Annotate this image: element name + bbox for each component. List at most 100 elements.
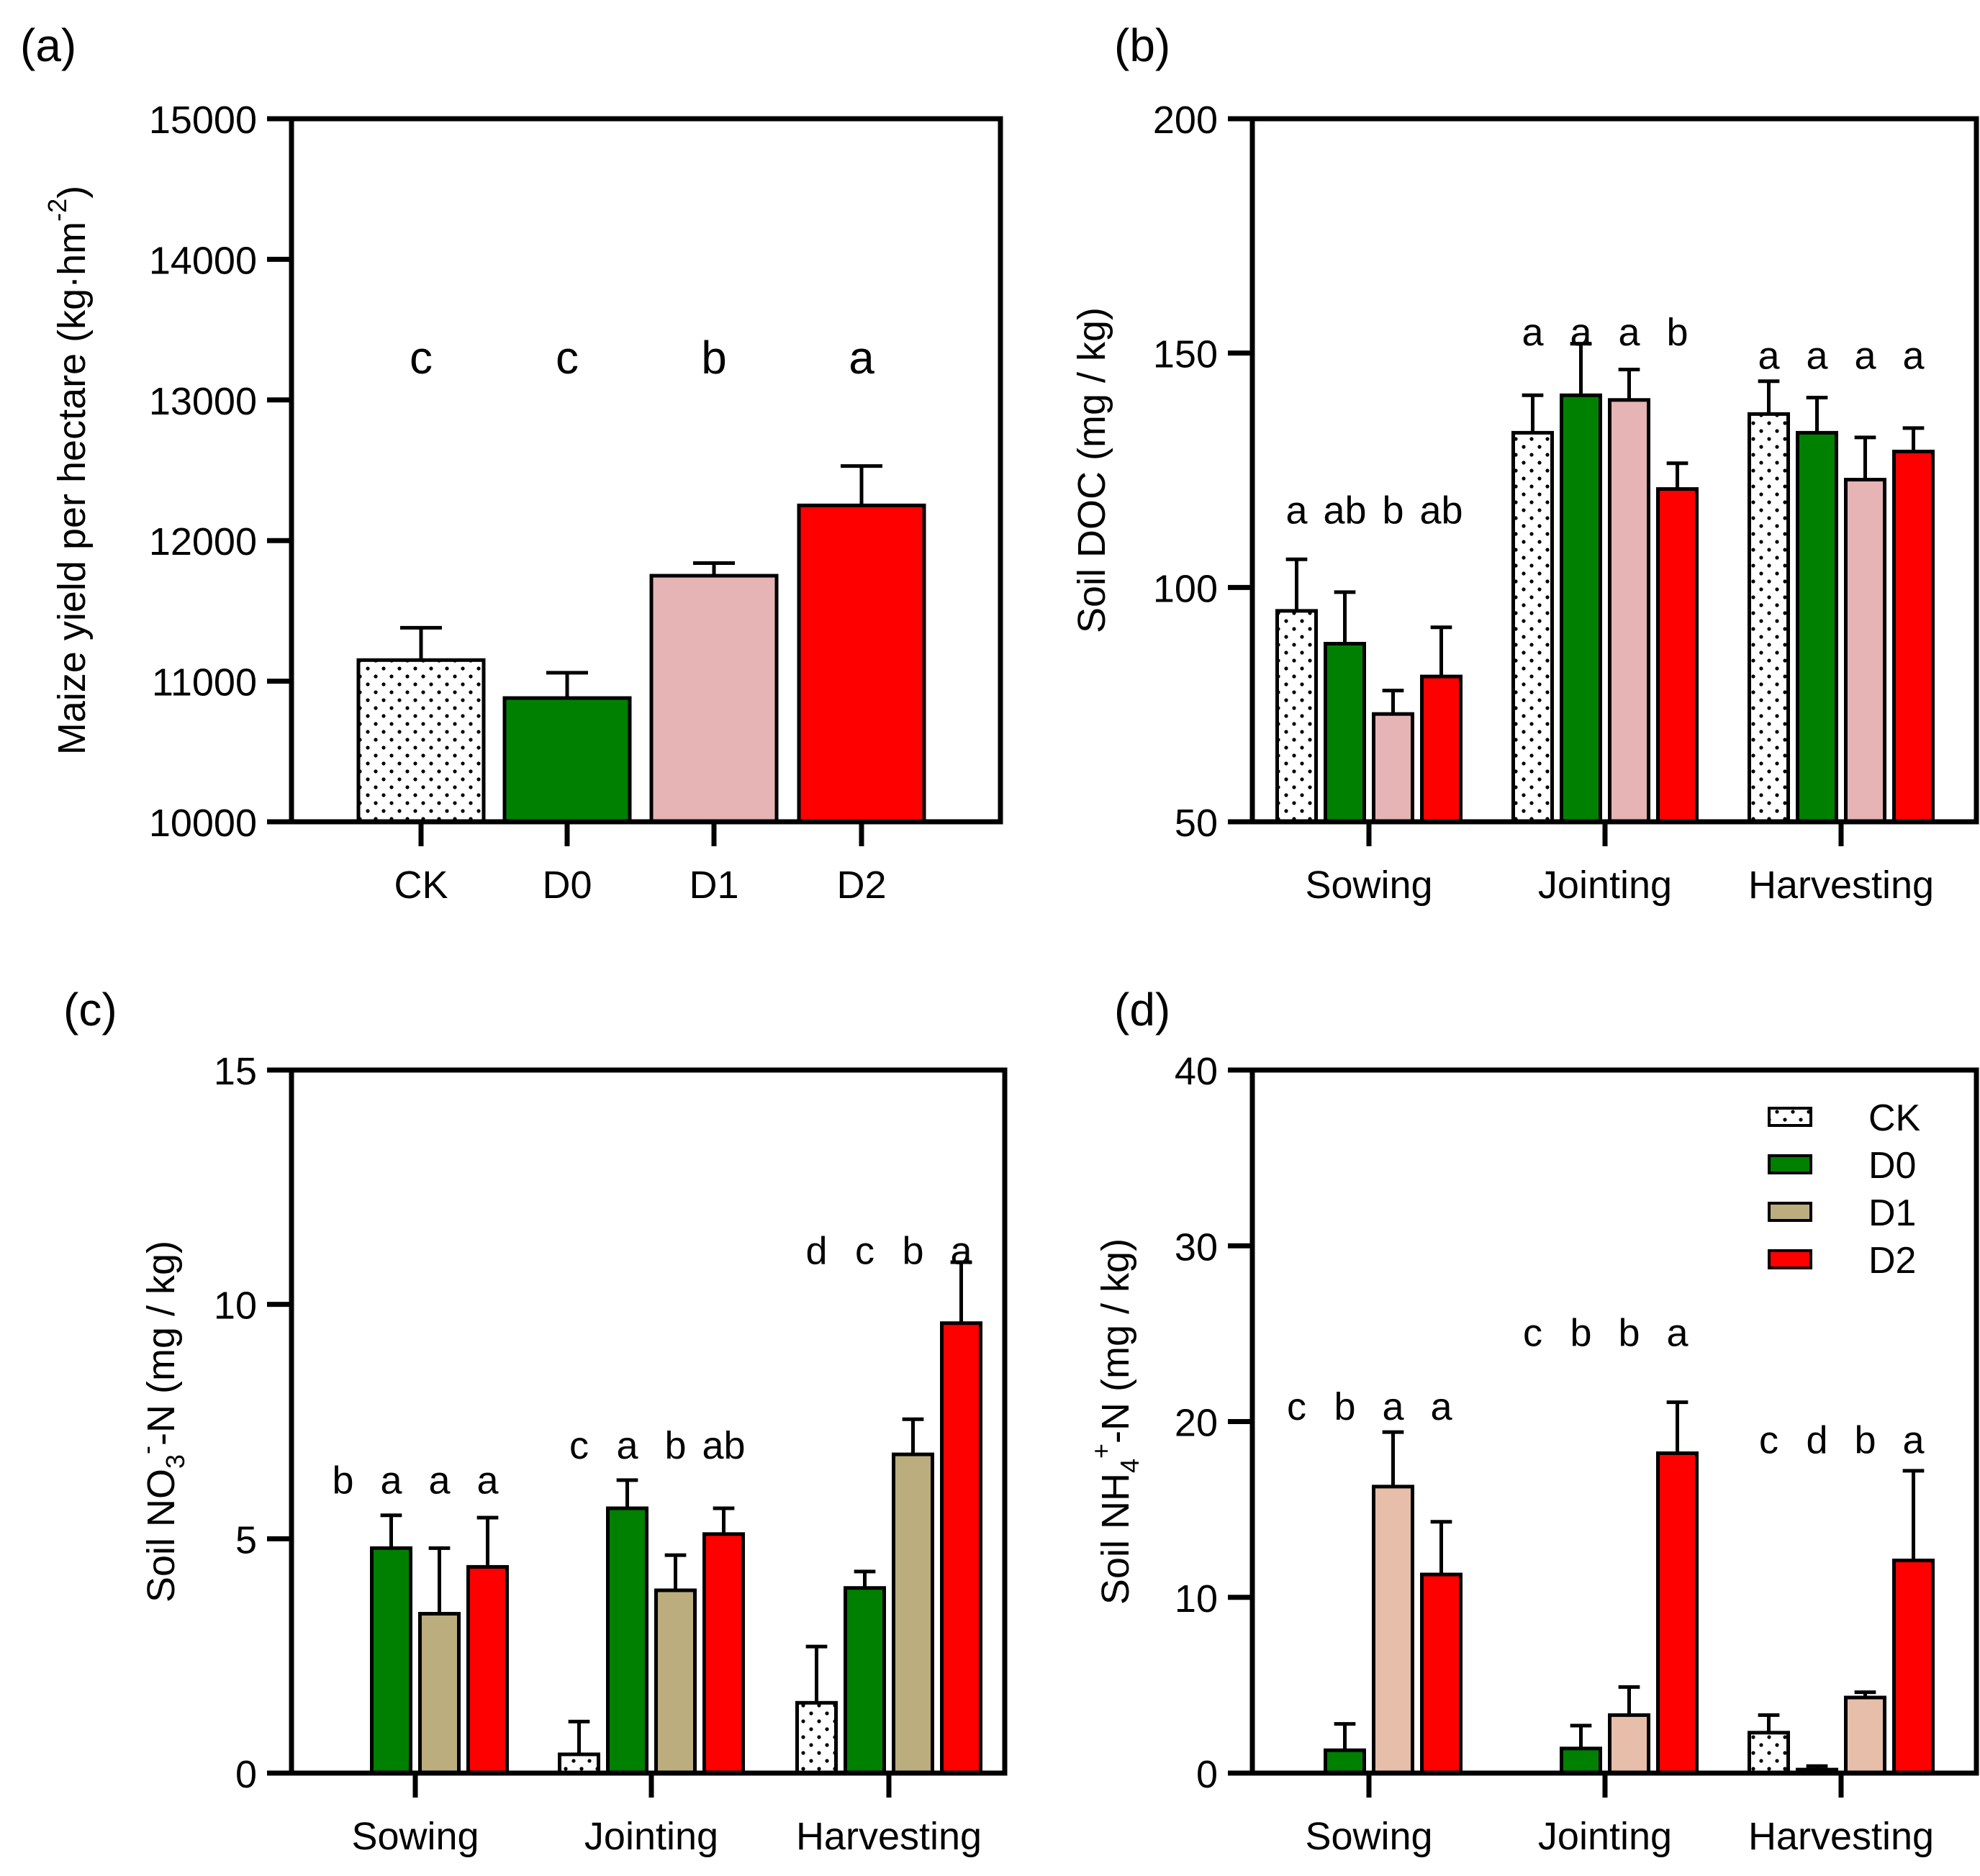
x-tick-label: Sowing xyxy=(1305,1815,1432,1858)
bar-d0 xyxy=(1324,1748,1366,1775)
significance-letter: a xyxy=(1522,311,1544,354)
panel-label: (d) xyxy=(1114,984,1170,1036)
bar-ck xyxy=(1511,430,1554,824)
significance-letter: b xyxy=(1618,1311,1640,1354)
bar-d2 xyxy=(1420,674,1463,824)
plot-frame xyxy=(289,116,1003,825)
bar-d2 xyxy=(1656,487,1699,824)
significance-letter: a xyxy=(380,1459,402,1503)
plot-frame xyxy=(1249,116,1979,825)
significance-letter: b xyxy=(1382,489,1403,533)
significance-letter: ab xyxy=(702,1424,745,1467)
y-tick-label: 0 xyxy=(235,1753,257,1796)
significance-letter: a xyxy=(1382,1385,1404,1428)
panel-label: (b) xyxy=(1114,19,1170,71)
significance-letter: a xyxy=(1666,1311,1689,1354)
x-tick-label: Jointing xyxy=(1538,864,1672,907)
significance-letter: a xyxy=(1570,311,1592,354)
y-axis-title: Soil NO3--N (mg / kg) xyxy=(132,1241,190,1603)
significance-letter: b xyxy=(902,1230,923,1273)
bar-d1 xyxy=(892,1452,934,1775)
bar-d0 xyxy=(1560,393,1602,824)
bar-ck xyxy=(795,1700,838,1775)
bar-d0 xyxy=(370,1546,412,1775)
panel-label: (c) xyxy=(63,984,117,1036)
significance-letter: a xyxy=(616,1424,638,1467)
legend-swatch-d0 xyxy=(1768,1154,1812,1174)
y-tick-label: 200 xyxy=(1153,99,1218,142)
bar-d2 xyxy=(1892,1558,1935,1775)
legend: CK D0 D1 D2 xyxy=(1768,1097,1921,1282)
significance-letter: c xyxy=(1287,1385,1306,1428)
bar-d1 xyxy=(1608,1713,1650,1775)
significance-letter: b xyxy=(701,332,727,384)
bar-d0 xyxy=(606,1506,648,1775)
bar-d2 xyxy=(1656,1451,1699,1775)
bar-d0 xyxy=(1796,430,1838,824)
y-axis-title: Soil NH4+-N (mg / kg) xyxy=(1086,1238,1144,1605)
legend-label: D2 xyxy=(1868,1240,1916,1282)
significance-letter: c xyxy=(855,1230,874,1273)
bar-ck xyxy=(356,658,486,824)
y-axis-title: Soil DOC (mg / kg) xyxy=(1070,307,1113,633)
y-tick-label: 20 xyxy=(1175,1402,1218,1445)
y-tick-label: 10 xyxy=(214,1284,257,1328)
bar-ck xyxy=(1275,609,1318,824)
significance-letter: a xyxy=(428,1459,451,1503)
y-tick-label: 0 xyxy=(1196,1753,1218,1796)
significance-letter: a xyxy=(950,1230,972,1273)
plot-frame xyxy=(289,1067,1008,1776)
bar-d0 xyxy=(1560,1746,1602,1775)
y-tick-label: 12000 xyxy=(149,520,257,563)
x-tick-label: Sowing xyxy=(1305,864,1432,907)
x-tick-label: CK xyxy=(394,864,448,907)
significance-letter: a xyxy=(1854,335,1876,378)
y-tick-label: 100 xyxy=(1153,567,1218,610)
bar-d2 xyxy=(1892,449,1935,824)
significance-letter: a xyxy=(1618,311,1640,354)
significance-letter: c xyxy=(1523,1311,1542,1354)
bar-ck xyxy=(1748,1731,1790,1775)
significance-letter: b xyxy=(1570,1311,1591,1354)
bar-d1 xyxy=(1372,712,1414,824)
bar-d2 xyxy=(940,1321,982,1775)
bar-d2 xyxy=(797,503,926,824)
significance-letter: c xyxy=(569,1424,589,1467)
panel-a: (a) 10000 11000 12000 13000 14000 15000 Maize y… xyxy=(20,19,1003,907)
significance-letter: ab xyxy=(1323,489,1366,533)
significance-letter: a xyxy=(1285,489,1308,533)
significance-letter: c xyxy=(1759,1418,1778,1462)
bar-d1 xyxy=(654,1588,697,1775)
x-tick-label: Harvesting xyxy=(1748,864,1934,907)
significance-letter: a xyxy=(1758,335,1780,378)
x-tick-label: Sowing xyxy=(351,1815,479,1858)
bar-d2 xyxy=(702,1532,745,1775)
x-tick-label: D0 xyxy=(542,864,592,907)
bar-d0 xyxy=(1324,641,1366,824)
legend-label: CK xyxy=(1868,1097,1921,1139)
y-tick-label: 5 xyxy=(235,1518,257,1562)
x-tick-label: Jointing xyxy=(1538,1815,1672,1858)
significance-letter: d xyxy=(805,1230,827,1273)
bar-d1 xyxy=(1844,1695,1886,1775)
significance-letter: c xyxy=(410,332,433,384)
x-tick-label: Harvesting xyxy=(796,1815,982,1858)
y-tick-label: 30 xyxy=(1175,1225,1218,1269)
bar-d2 xyxy=(1420,1572,1463,1775)
plot-frame xyxy=(1249,1067,1979,1776)
bar-d1 xyxy=(1608,398,1650,824)
bar-d1 xyxy=(649,574,779,824)
legend-label: D0 xyxy=(1868,1145,1916,1187)
significance-letter: a xyxy=(849,332,874,384)
bar-d1 xyxy=(418,1612,461,1775)
bar-d1 xyxy=(1372,1485,1414,1775)
x-tick-label: Jointing xyxy=(584,1815,718,1858)
y-axis-title: Maize yield per hectare (kg·hm-2) xyxy=(42,186,94,755)
significance-letter: b xyxy=(1666,311,1688,354)
significance-letter: a xyxy=(1902,1418,1925,1462)
y-tick-label: 10000 xyxy=(149,802,257,845)
bar-ck xyxy=(1748,412,1790,824)
y-tick-label: 14000 xyxy=(149,239,257,282)
